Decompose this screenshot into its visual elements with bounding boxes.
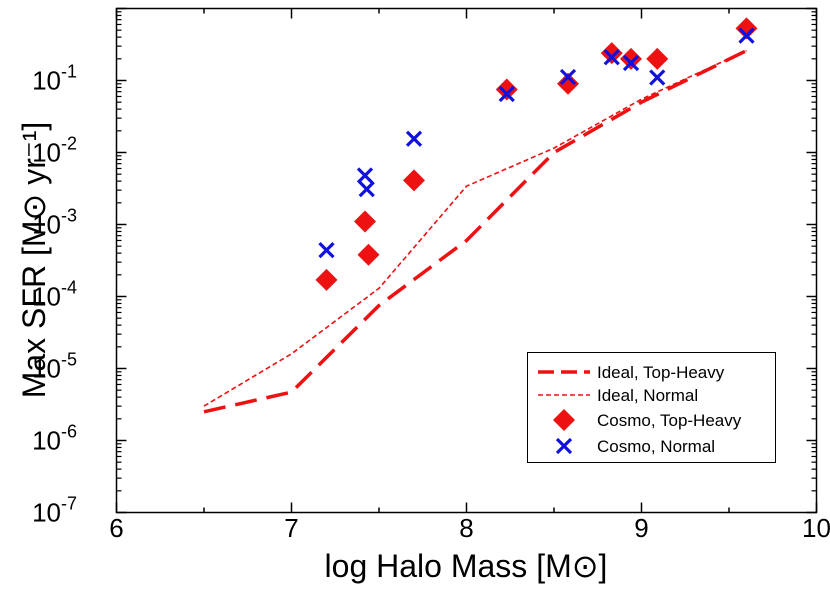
x-tick-label: 6	[109, 513, 123, 543]
legend-label: Ideal, Top-Heavy	[597, 363, 725, 382]
cross-point	[649, 69, 666, 86]
x-marker-stroke	[559, 68, 577, 86]
cross-point	[603, 49, 620, 66]
diamond-point	[735, 17, 758, 40]
legend-label: Cosmo, Normal	[597, 437, 715, 456]
y-tick-label: 10-6	[32, 422, 77, 456]
legend-diamond-swatch	[553, 409, 575, 431]
diamond-point	[357, 243, 380, 266]
cross-point	[622, 54, 640, 72]
y-axis-title: Max SFR [M⊙ yr⁻¹]	[16, 122, 52, 399]
cross-point	[738, 27, 755, 44]
cross-point	[358, 180, 375, 198]
cross-point	[318, 242, 335, 259]
diamond-point	[495, 78, 518, 101]
x-marker-stroke	[622, 54, 640, 72]
x-tick-label: 8	[459, 513, 473, 543]
tick-labels: 6 7 8 9 10 10-7 10-6 10-5 10-4 10-3 10-2 10-1	[32, 62, 830, 544]
series-layer	[203, 17, 758, 414]
x-tick-label: 10	[802, 513, 830, 543]
legend-label: Ideal, Normal	[597, 386, 698, 405]
y-tick-label: 10-4	[32, 278, 77, 312]
y-tick-label: 10-2	[32, 134, 77, 168]
x-marker-stroke	[498, 85, 515, 103]
x-marker-stroke	[356, 167, 374, 184]
x-tick-label: 9	[634, 513, 648, 543]
legend-cross-swatch	[555, 437, 573, 455]
series-line-ideal-normal	[203, 49, 747, 407]
y-tick-label: 10-7	[32, 494, 77, 528]
cross-point	[498, 85, 515, 103]
diamond-point	[315, 268, 338, 291]
x-marker-stroke	[603, 49, 620, 66]
cross-point	[356, 167, 374, 184]
axis-ticks	[115, 7, 818, 514]
legend-entry: Cosmo, Normal	[555, 437, 715, 456]
x-tick-label: 7	[284, 513, 298, 543]
x-marker-stroke	[738, 27, 755, 44]
x-marker-stroke	[358, 180, 375, 198]
diamond-point	[557, 72, 579, 95]
diamond-point	[646, 47, 669, 70]
x-marker-stroke	[318, 242, 335, 259]
cross-point	[405, 130, 423, 147]
legend-entry: Ideal, Normal	[538, 386, 698, 405]
y-tick-label: 10-3	[32, 206, 77, 240]
cross-point	[559, 68, 577, 86]
series-line-ideal-top-heavy	[203, 49, 748, 414]
x-marker-stroke	[555, 437, 573, 455]
x-axis-title: log Halo Mass [M⊙]	[325, 548, 608, 584]
legend-entry: Cosmo, Top-Heavy	[553, 409, 742, 431]
x-marker-stroke	[405, 130, 423, 147]
diamond-point	[600, 42, 623, 65]
diamond-point	[620, 47, 642, 70]
y-tick-label: 10-1	[32, 62, 77, 96]
x-marker-stroke	[649, 69, 666, 86]
legend-label: Cosmo, Top-Heavy	[597, 411, 742, 430]
legend: Ideal, Top-Heavy Ideal, Normal Cosmo, Top-…	[527, 352, 776, 463]
diamond-point	[403, 169, 425, 192]
y-tick-label: 10-5	[32, 350, 77, 384]
legend-entry: Ideal, Top-Heavy	[538, 363, 725, 382]
diamond-point	[354, 210, 376, 233]
